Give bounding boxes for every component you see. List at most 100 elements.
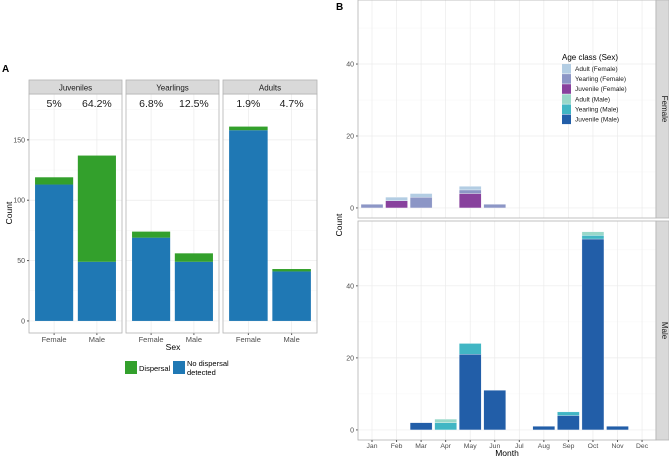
bar-dispersal: [174, 253, 213, 262]
legend-title: Age class (Sex): [562, 53, 618, 62]
legend-key: [562, 84, 571, 94]
bar-juvenile-male: [557, 415, 580, 431]
x-tick-label: Apr: [440, 443, 451, 450]
y-tick-label: 50: [17, 258, 25, 265]
facet-panel: [358, 0, 656, 218]
x-tick-label: Female: [42, 335, 67, 344]
legend-label: detected: [187, 368, 216, 377]
legend-label: No dispersal: [187, 359, 229, 368]
annotation-percent: 4.7%: [280, 98, 304, 110]
y-axis-title: Count: [4, 201, 14, 224]
legend-key: [562, 94, 571, 104]
facet-strip-label: Female: [660, 96, 669, 123]
bar-dispersal: [132, 231, 171, 238]
y-tick-label: 20: [346, 355, 354, 362]
x-tick-label: Male: [186, 335, 202, 344]
legend-label: Juvenile (Female): [575, 86, 627, 93]
annotation-percent: 64.2%: [82, 98, 112, 110]
bar-juvenile-female: [385, 200, 408, 209]
facet-strip-label: Yearlings: [156, 84, 189, 93]
bar-juvenile-male: [606, 426, 629, 431]
bar-dispersal: [77, 155, 116, 262]
bar-juvenile-male: [409, 422, 433, 431]
legend-key: [562, 74, 571, 84]
bar-no-dispersal-detected: [77, 261, 116, 321]
y-tick-label: 0: [350, 205, 354, 212]
legend-label: Juvenile (Male): [575, 117, 619, 124]
bar-adult-male: [434, 418, 457, 423]
x-tick-label: Feb: [391, 443, 403, 450]
bar-juvenile-male: [459, 354, 482, 431]
facet-strip-label: Male: [660, 322, 669, 340]
facet-strip-label: Adults: [259, 84, 281, 93]
facet-strip: [28, 79, 123, 95]
bar-yearling-male: [557, 411, 580, 416]
legend-label: Adult (Male): [575, 96, 610, 103]
legend-label: Yearling (Female): [575, 76, 626, 83]
bar-yearling-male: [459, 343, 482, 355]
x-tick-label: Nov: [611, 443, 624, 450]
bar-juvenile-male: [483, 390, 506, 431]
x-axis-title: Sex: [166, 342, 181, 352]
bar-no-dispersal-detected: [174, 261, 213, 321]
annotation-percent: 6.8%: [139, 98, 163, 110]
x-tick-label: Oct: [588, 443, 599, 450]
x-tick-label: Sep: [562, 443, 574, 450]
facet-strip: [125, 79, 220, 95]
facet-strip: [655, 220, 669, 441]
y-tick-label: 0: [350, 427, 354, 434]
bar-yearling-female: [459, 189, 482, 194]
bar-adult-female: [409, 193, 433, 198]
x-tick-label: Aug: [538, 443, 550, 450]
bar-yearling-female: [360, 204, 384, 209]
bar-juvenile-female: [459, 193, 482, 209]
bar-no-dispersal-detected: [229, 130, 268, 321]
x-tick-label: Female: [236, 335, 261, 344]
bar-yearling-female: [409, 196, 433, 209]
annotation-percent: 5%: [47, 98, 62, 110]
y-tick-label: 40: [346, 283, 354, 290]
x-tick-label: Female: [139, 335, 164, 344]
bar-adult-female: [385, 196, 408, 201]
facet-strip-label: Juveniles: [59, 84, 92, 93]
legend-label: Yearling (Male): [575, 106, 618, 113]
panel-label-a: A: [2, 64, 9, 75]
legend-key: [562, 64, 571, 74]
x-tick-label: May: [464, 443, 477, 450]
bar-dispersal: [272, 269, 311, 272]
bar-adult-female: [459, 186, 482, 191]
bar-yearling-male: [581, 235, 605, 240]
y-tick-label: 20: [346, 133, 354, 140]
bar-no-dispersal-detected: [35, 184, 74, 321]
x-tick-label: Jun: [489, 443, 500, 450]
bar-yearling-female: [483, 204, 506, 209]
legend-key-no-dispersal: [173, 361, 185, 374]
bar-yearling-male: [434, 422, 457, 431]
y-tick-label: 0: [21, 318, 25, 325]
x-tick-label: Jan: [367, 443, 378, 450]
annotation-percent: 12.5%: [179, 98, 209, 110]
y-tick-label: 40: [346, 62, 354, 69]
bar-adult-male: [581, 231, 605, 236]
bar-dispersal: [35, 177, 74, 185]
legend-label: Adult (Female): [575, 66, 618, 73]
annotation-percent: 1.9%: [236, 98, 260, 110]
x-tick-label: Mar: [415, 443, 427, 450]
bar-no-dispersal-detected: [272, 271, 311, 321]
x-tick-label: Dec: [636, 443, 649, 450]
legend-key: [562, 114, 571, 125]
panel-label-b: B: [336, 2, 343, 13]
bar-dispersal: [229, 126, 268, 131]
facet-strip: [222, 79, 318, 95]
bar-juvenile-male: [581, 238, 605, 431]
legend-key-dispersal: [125, 361, 137, 374]
bar-no-dispersal-detected: [132, 237, 171, 321]
bar-juvenile-male: [532, 426, 555, 431]
x-tick-label: Male: [89, 335, 105, 344]
x-tick-label: Male: [283, 335, 299, 344]
facet-strip: [655, 0, 669, 219]
legend-key: [562, 104, 571, 114]
facet-panel: [358, 221, 656, 440]
y-axis-title: Count: [334, 213, 344, 236]
